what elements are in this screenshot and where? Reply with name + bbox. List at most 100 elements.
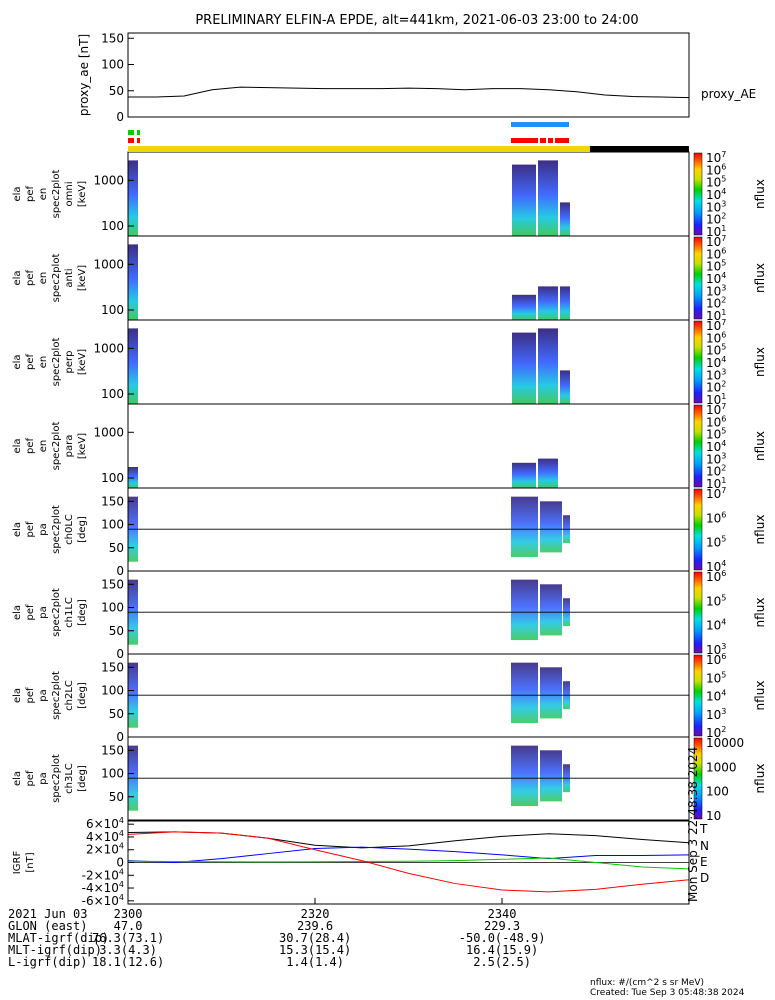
colorbar-label: nflux (753, 263, 767, 293)
colorbar (693, 320, 703, 404)
panel-pa-ch3: 50 100 150 ela pef pa spec2plot ch3LC [deg] 10 100… (12, 736, 767, 823)
y-tick-label: 0 (116, 647, 124, 661)
y-axis-label-line: spec2plot (51, 422, 62, 471)
spectrogram-data (560, 286, 570, 320)
y-axis-label-line: [nT] (25, 852, 36, 872)
state-bar-red-left (128, 138, 134, 143)
spectrogram-data (560, 202, 570, 236)
annotation-value: 30.7(28.4) (279, 931, 352, 945)
state-bar-green-left (128, 130, 134, 135)
y-tick-label: 100 (101, 518, 124, 532)
y-tick-label: 100 (101, 58, 124, 72)
annotation-row-label: 2021 Jun 03 (8, 907, 88, 921)
spectrogram-data (540, 584, 562, 636)
annotation-value: -50.0(-48.9) (458, 931, 546, 945)
annotation-value: 16.4(15.9) (466, 943, 539, 957)
colorbar-label: nflux (753, 764, 767, 794)
colorbar (693, 571, 703, 654)
y-tick-label: 150 (101, 577, 124, 591)
annotation-value: 3.3(4.3) (99, 943, 157, 957)
proxy-ae-line (128, 86, 690, 99)
y-axis-label-line: ela (12, 186, 23, 201)
y-tick-label: 1000 (93, 257, 124, 271)
igrf-series-N (127, 846, 690, 864)
annotation-value: 47.0 (113, 919, 143, 933)
spectrogram-data (512, 332, 536, 404)
state-bar-green-left-2 (137, 130, 140, 135)
y-tick-label: 100 (101, 601, 124, 615)
panel-frame (127, 151, 690, 237)
y-axis-label-line: [keV] (77, 265, 88, 291)
y-axis-label-line: pef (25, 687, 36, 704)
y-axis-label-line: ela (12, 605, 23, 620)
annotation-value: 239.6 (297, 919, 334, 933)
colorbar-label: nflux (753, 431, 767, 461)
state-bar-gaps-3 (553, 138, 555, 143)
spectrogram-data (511, 579, 538, 641)
annotation-row-label: MLT-igrf(dip) (8, 943, 102, 957)
colorbar-tick-label: 100 (706, 785, 729, 799)
y-tick-label: 0 (116, 730, 124, 744)
state-bar-yellow (128, 146, 590, 152)
state-bar-red-left-2 (137, 138, 140, 143)
annotation-value: 76.3(73.1) (92, 931, 165, 945)
y-axis-label-line: ch1LC (64, 597, 75, 628)
y-axis-label-line: ch0LC (64, 514, 75, 545)
spectrogram-data (511, 496, 538, 558)
y-tick-label: 100 (101, 767, 124, 781)
y-tick-label: -4×104 (82, 880, 124, 895)
colorbar-tick-label: 105 (706, 535, 726, 550)
panel-frame (127, 235, 690, 321)
igrf-legend-D: D (700, 871, 709, 885)
y-axis-label-line: para (64, 435, 75, 458)
y-axis-label-line: pa (38, 606, 49, 618)
y-tick-label: 1000 (93, 173, 124, 187)
colorbar-tick-label: 1000 (706, 760, 737, 774)
colorbar-tick-label: 107 (706, 486, 726, 501)
spectrogram-data (512, 294, 536, 320)
spectrogram-data (511, 662, 538, 724)
spectrogram-data (128, 244, 138, 320)
side-stamp: Mon Sep 3 22:48:38 2024 (686, 747, 700, 902)
y-tick-label: 50 (109, 707, 124, 721)
y-tick-label: 50 (109, 790, 124, 804)
y-axis-label-line: pef (25, 270, 36, 287)
y-axis-label-line: ela (12, 771, 23, 786)
units-note: nflux: #/(cm^2 s sr MeV) (590, 978, 704, 988)
y-axis-label-line: spec2plot (51, 170, 62, 219)
y-axis-label-line: [keV] (77, 349, 88, 375)
annotation-value: 2340 (487, 907, 517, 921)
y-axis-label-line: pef (25, 438, 36, 455)
annotation-row-label: GLON (east) (8, 919, 88, 933)
y-axis-label-line: pef (25, 770, 36, 787)
spectrogram-data (512, 462, 536, 488)
igrf-legend-T: T (699, 822, 708, 836)
colorbar-tick-label: 10 (706, 809, 721, 823)
igrf-series-E (127, 857, 690, 870)
y-axis-label-line: pa (38, 523, 49, 535)
colorbar (693, 654, 703, 737)
y-axis-label-line: ela (12, 522, 23, 537)
y-axis-label-line: [keV] (77, 433, 88, 459)
y-axis-label-line: spec2plot (51, 754, 62, 803)
annotation-row-label: L-igrf(dip) (8, 955, 88, 969)
annotation-value: 1.4(1.4) (286, 955, 344, 969)
colorbar-tick-label: 103 (706, 707, 726, 722)
colorbar-label: nflux (753, 179, 767, 209)
y-axis-label-line: [deg] (77, 765, 88, 792)
colorbar (693, 236, 703, 320)
y-axis-label-line: pef (25, 604, 36, 621)
y-axis-label-line: ela (12, 270, 23, 285)
annotation-value: 2.5(2.5) (473, 955, 531, 969)
colorbar-tick-label: 105 (706, 670, 726, 685)
igrf-legend-N: N (700, 839, 709, 853)
credits: nflux: #/(cm^2 s sr MeV) Created: Tue Se… (590, 978, 744, 998)
y-tick-label: 100 (101, 471, 124, 485)
colorbar-tick-label: 104 (706, 618, 726, 633)
colorbar (693, 152, 703, 236)
colorbar-tick-label: 105 (706, 593, 726, 608)
